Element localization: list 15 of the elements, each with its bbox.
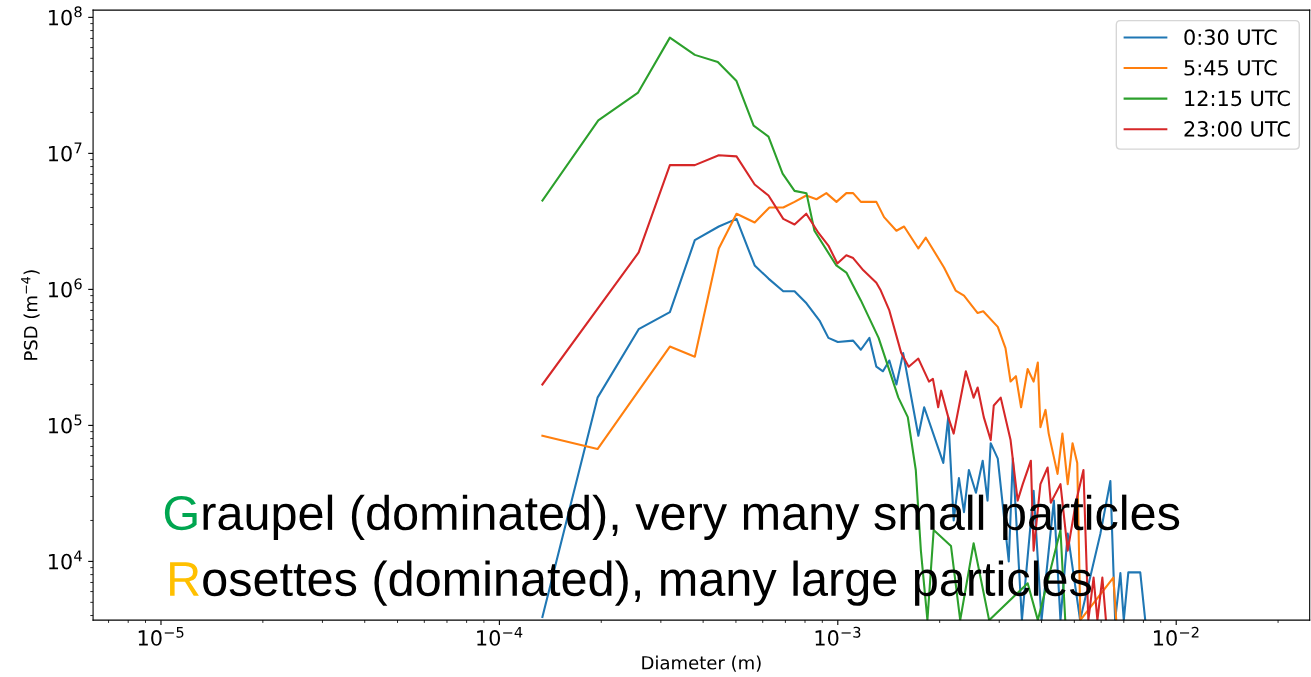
- y-tick-label: 10$^{4}$: [48, 550, 82, 570]
- y-tick-label: 10$^{8}$: [48, 6, 82, 26]
- legend-label: 12:15 UTC: [1185, 90, 1290, 107]
- y-tick-label: 10$^{7}$: [48, 142, 82, 162]
- x-tick-label: 10$^{−2}$: [1154, 626, 1199, 646]
- y-tick-label: 10$^{6}$: [48, 278, 82, 298]
- legend-label: 23:00 UTC: [1184, 121, 1290, 137]
- legend-label: 5:45 UTC: [1184, 59, 1277, 76]
- y-axis-title: PSD (m$^{−4}$): [21, 270, 40, 360]
- x-tick-label: 10$^{−5}$: [138, 626, 184, 646]
- legend-label: 0:30 UTC: [1184, 29, 1277, 46]
- x-axis-title: Diameter (m): [642, 655, 761, 672]
- x-tick-label: 10$^{−4}$: [477, 626, 523, 646]
- x-tick-label: 10$^{−3}$: [815, 626, 861, 646]
- y-tick-label: 10$^{5}$: [48, 414, 82, 434]
